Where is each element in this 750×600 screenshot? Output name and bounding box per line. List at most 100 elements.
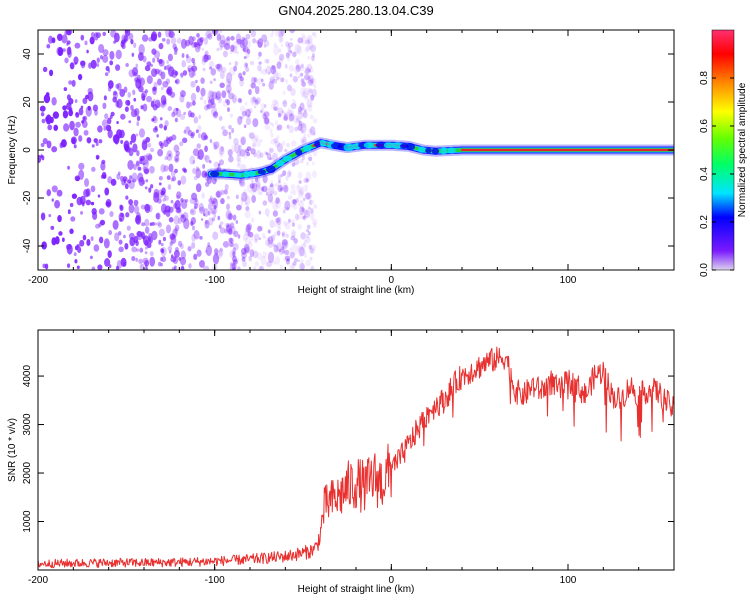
noise-dot	[256, 176, 260, 182]
noise-dot	[287, 46, 291, 53]
noise-dot	[232, 214, 237, 221]
ridge-blob	[405, 143, 416, 151]
noise-dot	[291, 140, 297, 147]
noise-dot	[275, 198, 282, 209]
noise-dot	[103, 238, 110, 249]
noise-dot	[192, 148, 200, 157]
ridge-blob	[425, 147, 432, 154]
noise-dot	[232, 247, 237, 254]
noise-dot	[260, 103, 266, 109]
noise-dot	[312, 148, 318, 157]
noise-dot	[71, 79, 76, 87]
noise-dot	[136, 161, 140, 168]
noise-dot	[295, 197, 299, 203]
noise-dot	[220, 126, 224, 131]
noise-dot	[256, 186, 262, 196]
noise-dot	[177, 240, 183, 247]
spectrogram-xtick-label: -200	[28, 275, 48, 286]
noise-dot	[63, 87, 68, 92]
noise-dot	[238, 98, 242, 103]
noise-dot	[303, 133, 307, 138]
noise-dot	[290, 88, 296, 96]
noise-dot	[303, 209, 311, 219]
noise-dot	[191, 225, 196, 231]
noise-dot	[209, 195, 213, 200]
noise-dot	[135, 160, 140, 166]
noise-dot	[196, 155, 200, 160]
noise-dot	[46, 140, 52, 149]
noise-dot	[282, 100, 288, 108]
noise-dot	[299, 199, 303, 203]
snr-xlabel: Height of straight line (km)	[298, 584, 415, 595]
noise-dot	[306, 67, 311, 75]
colorbar-tick-label: 0.2	[699, 215, 710, 229]
noise-dot	[309, 256, 313, 261]
noise-dot	[212, 264, 217, 270]
noise-dot	[141, 222, 146, 227]
noise-dot	[302, 215, 307, 221]
noise-dot	[232, 267, 236, 270]
noise-dot	[224, 183, 229, 191]
noise-dot	[56, 46, 63, 56]
ridge-blob	[363, 142, 375, 149]
noise-dot	[305, 44, 311, 51]
noise-dot	[260, 255, 267, 266]
noise-dot	[254, 86, 260, 95]
noise-dot	[203, 54, 209, 63]
noise-dot	[240, 201, 244, 207]
noise-dot	[282, 220, 288, 227]
noise-dot	[307, 79, 314, 87]
noise-dot	[212, 231, 219, 240]
noise-dot	[262, 174, 268, 184]
noise-dot	[283, 115, 289, 122]
noise-dot	[118, 239, 123, 245]
noise-dot	[271, 30, 275, 35]
noise-dot	[74, 175, 80, 182]
colorbar-label: Normalized spectral amplitude	[737, 82, 748, 217]
noise-dot	[96, 57, 100, 63]
noise-dot	[151, 230, 158, 241]
noise-dot	[243, 152, 248, 159]
snr-ytick-label: 4000	[22, 365, 33, 388]
noise-dot	[241, 251, 248, 259]
ridge-blob	[233, 172, 242, 178]
noise-dot	[203, 135, 209, 140]
noise-dot	[269, 190, 274, 196]
snr-xtick-label: 100	[560, 575, 577, 586]
noise-dot	[308, 199, 313, 206]
noise-dot	[97, 264, 103, 270]
noise-dot	[142, 159, 149, 169]
noise-dot	[83, 129, 89, 136]
noise-dot	[204, 172, 208, 177]
noise-dot	[170, 256, 177, 263]
noise-dot	[168, 163, 174, 173]
noise-dot	[73, 56, 79, 65]
noise-dot	[184, 199, 189, 203]
noise-dot	[309, 78, 314, 84]
noise-dot	[238, 41, 243, 46]
noise-dot	[100, 161, 106, 171]
noise-dot	[50, 225, 55, 230]
noise-dot	[190, 80, 196, 88]
noise-dot	[165, 78, 171, 85]
noise-dot	[250, 148, 256, 155]
noise-dot	[271, 260, 276, 265]
noise-dot	[271, 122, 274, 127]
noise-dot	[303, 177, 309, 184]
noise-dot	[228, 237, 233, 244]
noise-dot	[302, 250, 306, 254]
noise-dot	[236, 149, 242, 157]
ridge-blob	[302, 144, 312, 152]
noise-dot	[285, 259, 291, 265]
noise-dot	[231, 263, 237, 270]
noise-dot	[256, 78, 263, 85]
noise-dot	[269, 33, 274, 38]
chart-title: GN04.2025.280.13.04.C39	[278, 3, 433, 18]
noise-dot	[195, 79, 198, 84]
noise-dot	[114, 32, 120, 43]
noise-dot	[207, 210, 211, 216]
noise-dot	[228, 124, 232, 130]
noise-dot	[157, 148, 164, 157]
noise-dot	[132, 89, 136, 96]
